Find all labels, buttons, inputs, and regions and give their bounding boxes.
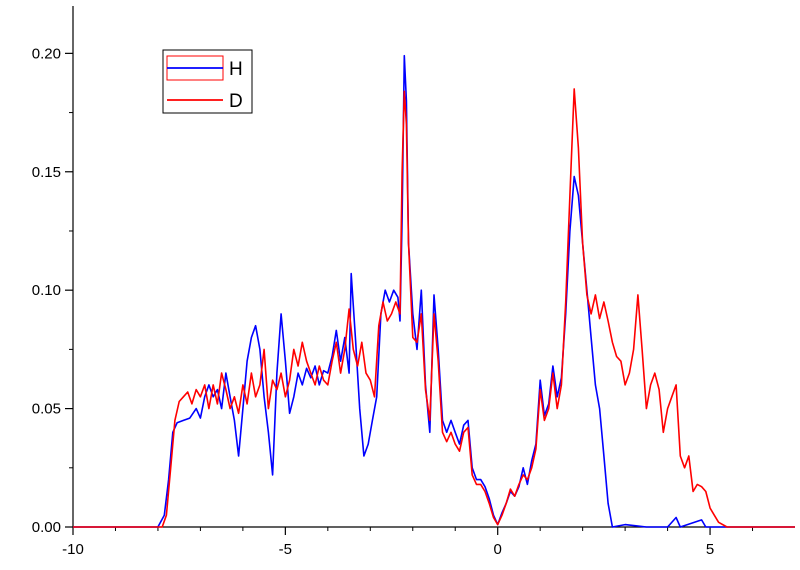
y-tick-label: 0.05: [32, 401, 61, 418]
legend-label-h: H: [229, 59, 243, 80]
axes: -10 -5 0 5 0.00 0.05 0.10 0.15 0.20: [32, 6, 795, 558]
x-tick-label: 5: [706, 541, 714, 558]
legend-label-d: D: [229, 91, 243, 112]
x-tick-label: -5: [279, 541, 292, 558]
legend: HD: [162, 49, 253, 114]
y-tick-label: 0.00: [32, 519, 61, 536]
y-tick-label: 0.15: [32, 164, 61, 181]
series-line-h: [73, 54, 795, 528]
y-tick-label: 0.10: [32, 282, 61, 299]
series-line-d: [73, 88, 795, 528]
x-tick-label: -10: [62, 541, 84, 558]
series-layer: [73, 54, 795, 528]
legend-box: [162, 49, 253, 114]
x-tick-label: 0: [494, 541, 502, 558]
y-tick-label: 0.20: [32, 45, 61, 62]
